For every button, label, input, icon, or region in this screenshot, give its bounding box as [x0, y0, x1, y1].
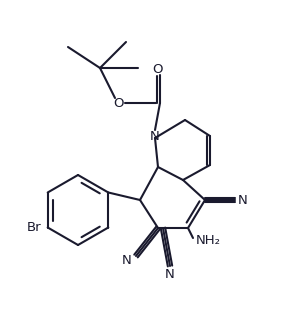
Text: NH₂: NH₂: [196, 233, 221, 247]
Text: N: N: [150, 129, 160, 143]
Text: O: O: [153, 63, 163, 75]
Text: N: N: [165, 267, 175, 280]
Text: O: O: [114, 97, 124, 110]
Text: Br: Br: [27, 221, 42, 234]
Text: N: N: [122, 255, 132, 267]
Text: N: N: [238, 194, 248, 207]
